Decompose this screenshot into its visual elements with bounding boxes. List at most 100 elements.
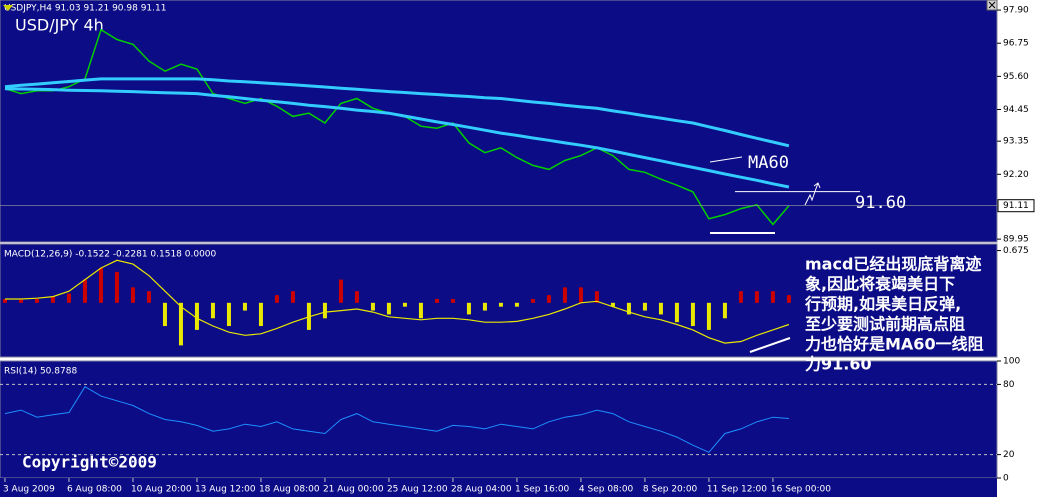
macd-bar — [738, 291, 743, 303]
macd-bar — [338, 279, 343, 303]
macd-bar — [514, 302, 519, 307]
macd-bar — [674, 302, 679, 323]
price-series — [4, 77, 790, 148]
x-tick-label: 8 Sep 20:00 — [643, 485, 698, 495]
copyright: Copyright©2009 — [22, 453, 157, 472]
macd-bar — [498, 302, 503, 307]
chart-title: USD/JPY 4h — [15, 16, 104, 35]
resistance-label: 91.60 — [855, 193, 906, 213]
macd-bar — [722, 302, 727, 319]
close-icon — [988, 1, 996, 9]
x-tick-label: 16 Sep 00:00 — [771, 485, 831, 495]
y-tick-label: 93.35 — [1003, 137, 1029, 147]
x-tick-label: 10 Aug 20:00 — [131, 485, 192, 495]
y-tick-label: 92.20 — [1003, 170, 1029, 180]
macd-bar — [354, 291, 359, 303]
macd-bar — [658, 302, 663, 315]
y-tick-label: 0 — [1003, 474, 1009, 484]
x-tick-label: 21 Aug 00:00 — [323, 485, 384, 495]
macd-bar — [546, 295, 551, 303]
macd-bar — [610, 302, 615, 307]
macd-bar — [130, 287, 135, 303]
macd-bar — [418, 302, 423, 319]
x-tick-label: 11 Sep 12:00 — [707, 485, 767, 495]
macd-bar — [690, 302, 695, 327]
x-tick-label: 25 Aug 12:00 — [387, 485, 448, 495]
price-panel — [0, 0, 998, 243]
note-line: 力91.60 — [805, 355, 872, 374]
note-line: macd已经出现底背离迹 — [805, 255, 981, 274]
y-tick-label: 0.675 — [1003, 246, 1029, 256]
macd-bar — [530, 298, 535, 303]
macd-bar — [18, 299, 23, 303]
macd-bar — [450, 298, 455, 303]
macd-bar — [482, 302, 487, 311]
macd-bar — [370, 302, 375, 311]
macd-bar — [194, 302, 199, 330]
macd-bar — [578, 287, 583, 303]
macd-bar — [562, 287, 567, 303]
x-tick-label: 3 Aug 2009 — [3, 485, 55, 495]
note-line: 力也恰好是MA60一线阻 — [805, 335, 984, 354]
rsi-line — [4, 386, 789, 453]
macd-bar — [82, 279, 87, 303]
macd-bar — [322, 302, 327, 319]
price-series — [4, 87, 790, 189]
macd-bar — [50, 296, 55, 303]
macd-bar — [290, 291, 295, 303]
macd-bar — [178, 302, 183, 346]
y-tick-label: 80 — [1003, 380, 1015, 390]
macd-panel — [0, 243, 998, 358]
macd-bar — [98, 267, 103, 303]
macd-bar — [258, 302, 263, 327]
macd-bar — [770, 291, 775, 303]
y-tick-label: 20 — [1003, 450, 1015, 460]
macd-bar — [162, 302, 167, 327]
macd-bar — [386, 302, 391, 315]
y-tick-label: 95.60 — [1003, 72, 1029, 82]
macd-bar — [146, 291, 151, 303]
macd-bar — [642, 302, 647, 311]
note-line: 行预期,如果美日反弹, — [804, 295, 961, 314]
note-line: 象,因此将衰竭美日下 — [805, 275, 955, 294]
signal-line — [5, 259, 790, 344]
macd-bar — [114, 271, 119, 303]
macd-bar — [226, 302, 231, 327]
macd-bar — [594, 291, 599, 303]
macd-bar — [466, 302, 471, 315]
x-tick-label: 13 Aug 12:00 — [195, 485, 256, 495]
x-tick-label: 4 Sep 08:00 — [579, 485, 634, 495]
ma-pointer — [709, 156, 743, 163]
macd-bar — [274, 295, 279, 303]
x-tick-label: 28 Aug 04:00 — [451, 485, 512, 495]
macd-bar — [2, 298, 7, 303]
macd-bar — [34, 298, 39, 303]
divergence-line — [749, 337, 791, 353]
macd-bar — [786, 295, 791, 303]
rsi-header: RSI(14) 50.8788 — [4, 367, 77, 377]
last-price-box — [997, 199, 1035, 213]
macd-bar — [402, 302, 407, 307]
y-tick-label: 100 — [1003, 357, 1020, 367]
x-tick-label: 6 Aug 08:00 — [67, 485, 122, 495]
price-header: USDJPY,H4 91.03 91.21 90.98 91.11 — [4, 4, 166, 14]
macd-header: MACD(12,26,9) -0.1522 -0.2281 0.1518 0.0… — [4, 250, 217, 260]
macd-bar — [754, 291, 759, 303]
x-tick-label: 1 Sep 16:00 — [515, 485, 570, 495]
macd-bar — [626, 302, 631, 315]
macd-bar — [210, 302, 215, 319]
y-tick-label: 94.45 — [1003, 105, 1029, 115]
y-tick-label: 89.95 — [1003, 235, 1029, 245]
macd-bar — [434, 298, 439, 303]
last-price-label: 91.11 — [1003, 201, 1029, 211]
ma-label: MA60 — [748, 153, 789, 173]
y-tick-label: 96.75 — [1003, 39, 1029, 49]
note-line: 至少要测试前期高点阻 — [805, 315, 965, 334]
time-axis — [0, 478, 997, 497]
macd-bar — [706, 302, 711, 330]
shift-arrow — [3, 5, 13, 11]
y-tick-label: 97.90 — [1003, 6, 1029, 16]
x-tick-label: 18 Aug 08:00 — [259, 485, 320, 495]
